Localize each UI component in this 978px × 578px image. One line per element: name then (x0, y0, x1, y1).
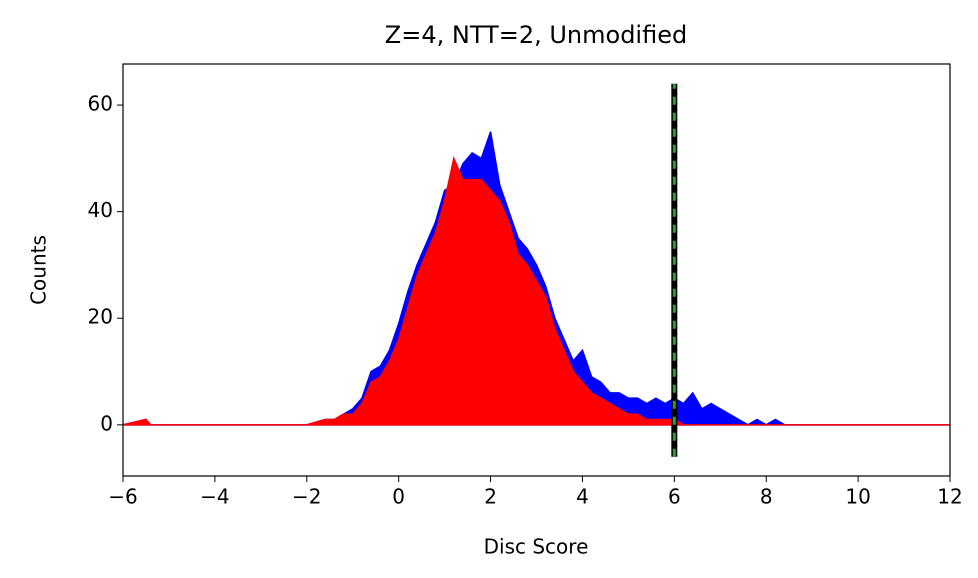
chart-title: Z=4, NTT=2, Unmodified (385, 21, 687, 49)
area (122, 155, 950, 426)
x-tick-label: 4 (576, 485, 589, 509)
x-tick-label: −6 (108, 485, 137, 509)
plot-frame (122, 63, 951, 477)
x-tick-label: 10 (845, 485, 870, 509)
x-tick-label: 8 (760, 485, 773, 509)
x-tick-label: −4 (200, 485, 229, 509)
y-tick-label: 0 (100, 411, 113, 435)
y-tick-label: 20 (88, 305, 113, 329)
x-tick-label: 0 (392, 485, 405, 509)
x-tick-label: −2 (292, 485, 321, 509)
x-tick-label: 12 (937, 485, 962, 509)
y-tick-label: 60 (88, 92, 113, 116)
x-tick-label: 6 (668, 485, 681, 509)
area (122, 131, 950, 426)
x-axis-label: Disc Score (484, 535, 589, 559)
y-axis-label: Counts (27, 235, 51, 305)
y-tick-label: 40 (88, 198, 113, 222)
x-tick-label: 2 (484, 485, 497, 509)
